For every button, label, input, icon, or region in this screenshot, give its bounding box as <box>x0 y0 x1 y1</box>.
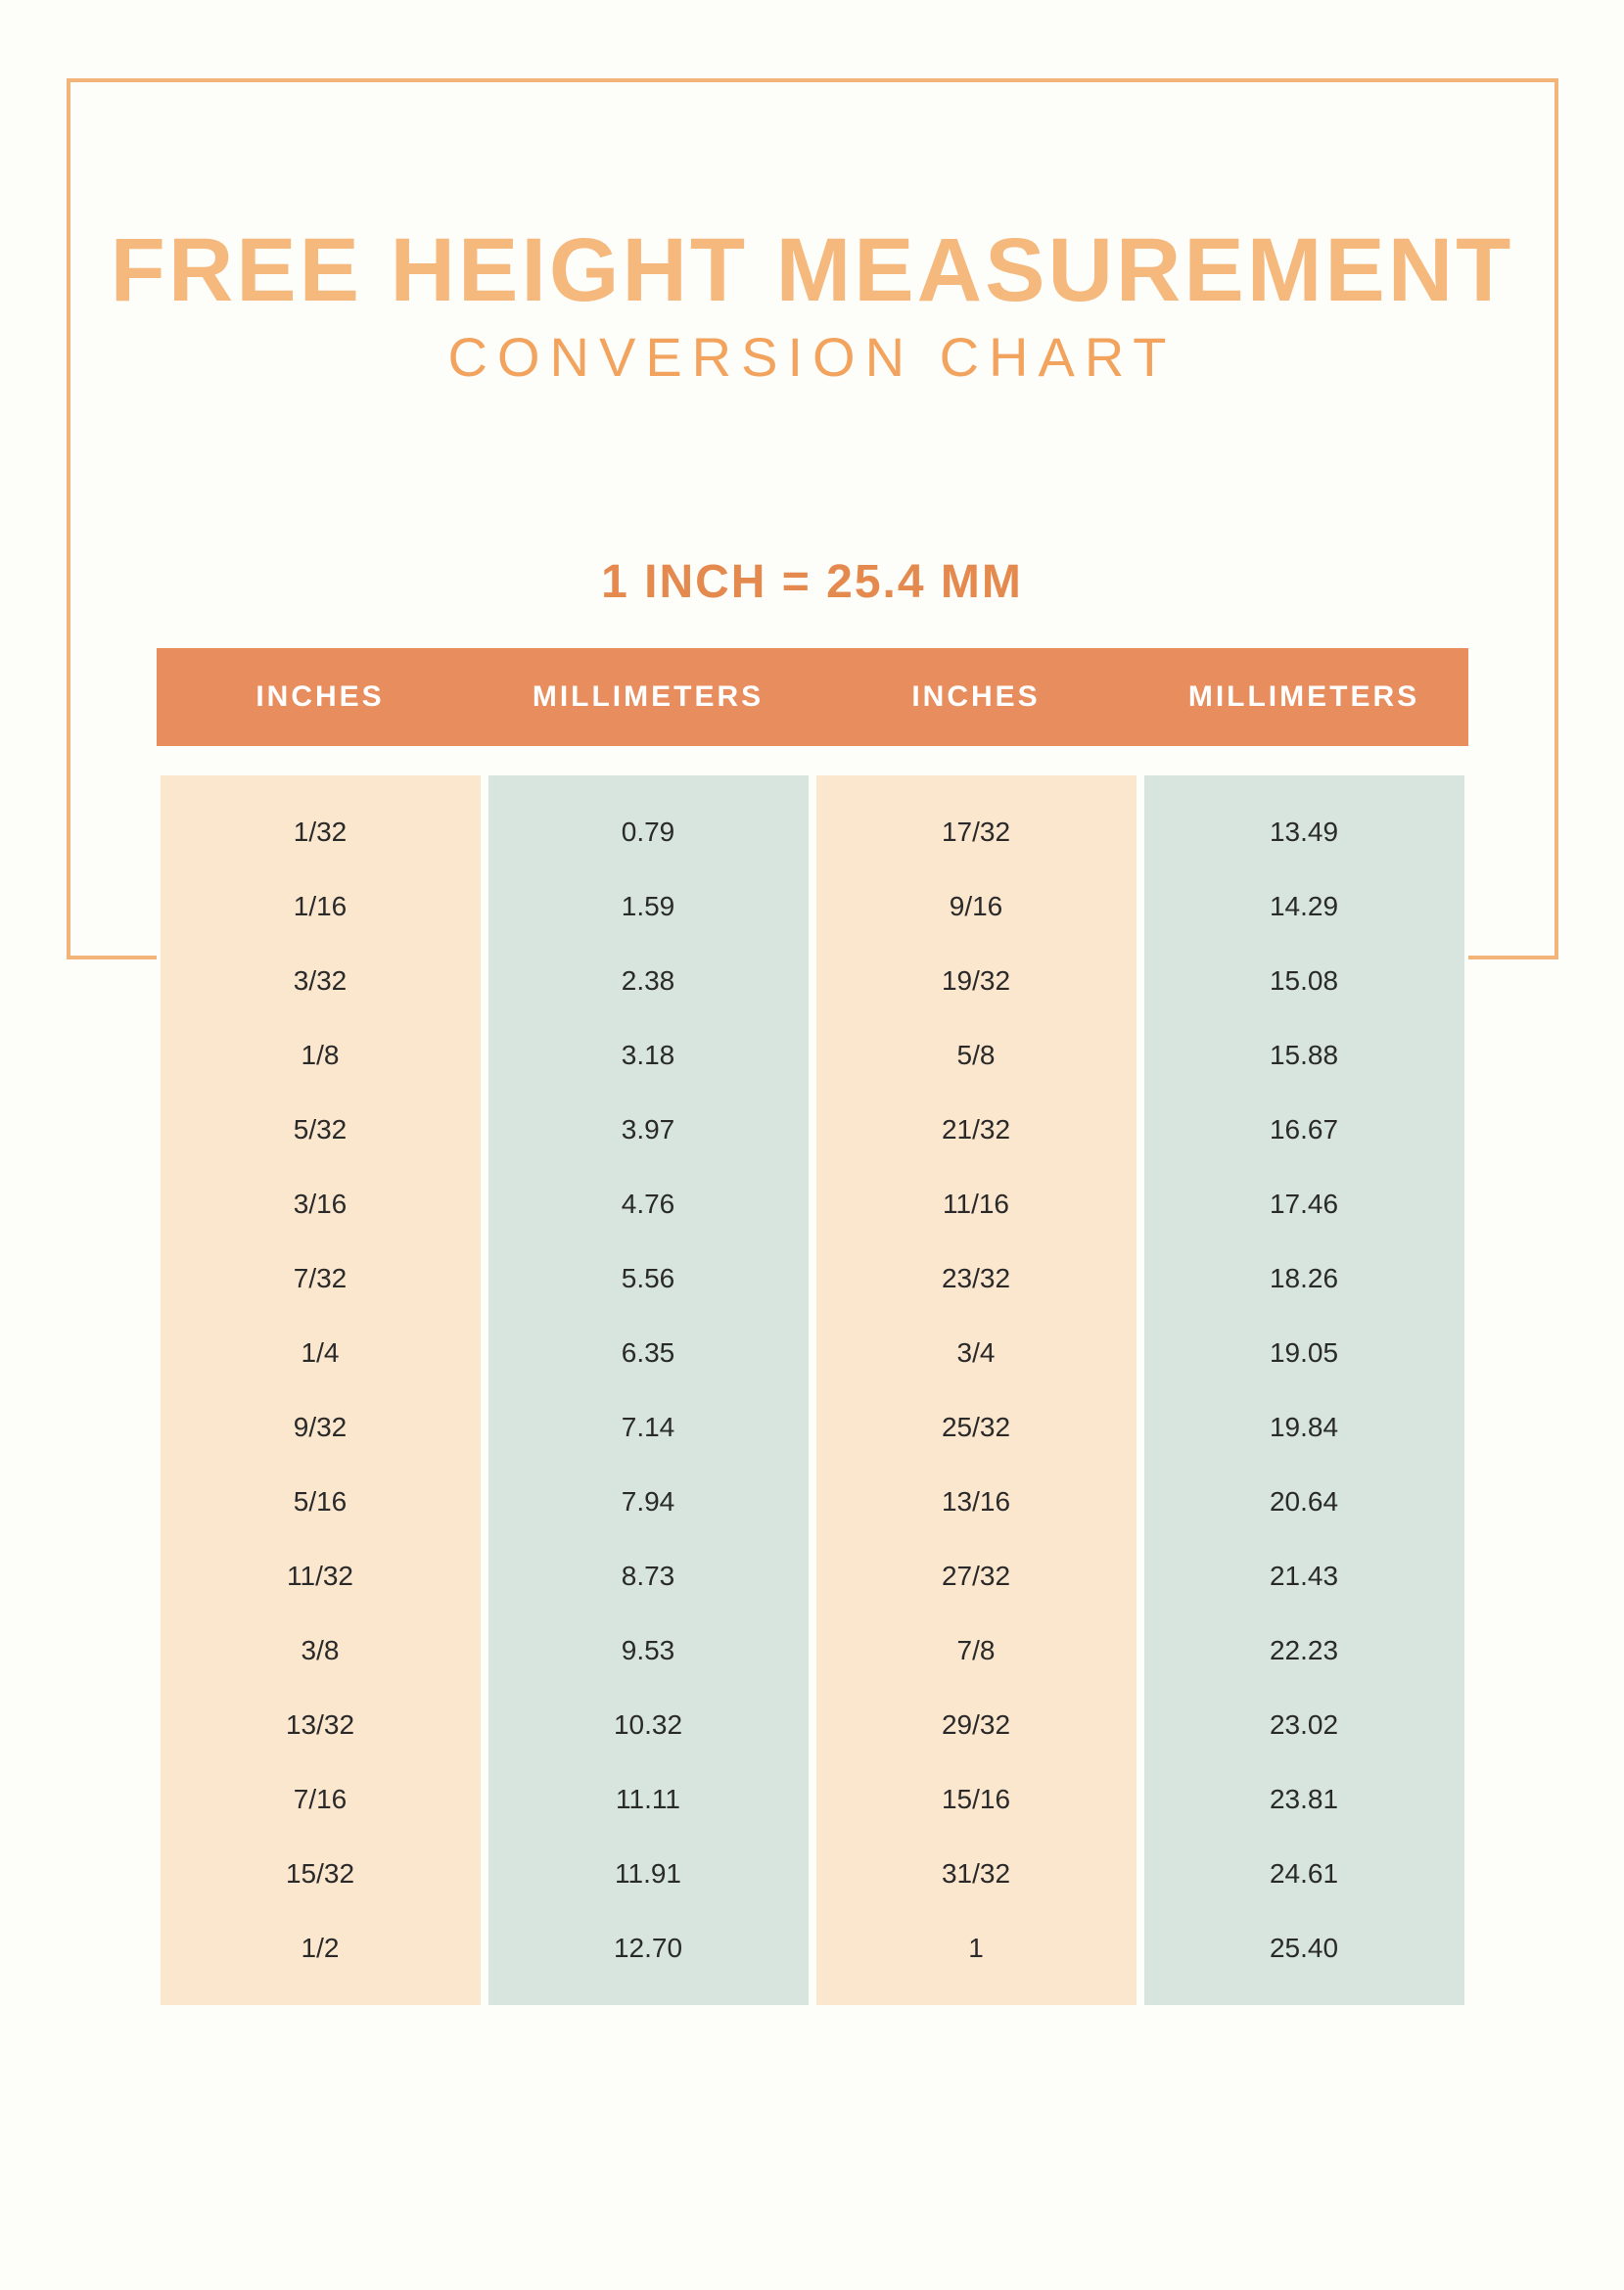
table-cell: 25/32 <box>816 1390 1137 1465</box>
table-cell: 3.18 <box>488 1018 809 1093</box>
table-cell: 21/32 <box>816 1093 1137 1167</box>
table-cell: 0.79 <box>488 795 809 869</box>
table-header-row: INCHES MILLIMETERS INCHES MILLIMETERS <box>157 648 1468 746</box>
table-cell: 18.26 <box>1144 1241 1464 1316</box>
table-cell: 24.61 <box>1144 1837 1464 1911</box>
table-cell: 7/32 <box>161 1241 481 1316</box>
table-cell: 16.67 <box>1144 1093 1464 1167</box>
table-cell: 1/32 <box>161 795 481 869</box>
table-cell: 5.56 <box>488 1241 809 1316</box>
table-cell: 2.38 <box>488 944 809 1018</box>
table-cell: 3/4 <box>816 1316 1137 1390</box>
table-cell: 3/32 <box>161 944 481 1018</box>
table-cell: 7/8 <box>816 1613 1137 1688</box>
table-cell: 17.46 <box>1144 1167 1464 1241</box>
page-title-sub: CONVERSION CHART <box>0 325 1624 389</box>
table-cell: 1/4 <box>161 1316 481 1390</box>
col-header-inches-2: INCHES <box>812 680 1140 714</box>
column-mm-1: 0.791.592.383.183.974.765.566.357.147.94… <box>488 775 809 2005</box>
table-cell: 13/16 <box>816 1465 1137 1539</box>
table-cell: 4.76 <box>488 1167 809 1241</box>
table-cell: 23/32 <box>816 1241 1137 1316</box>
table-cell: 5/8 <box>816 1018 1137 1093</box>
table-cell: 19.84 <box>1144 1390 1464 1465</box>
column-inches-1: 1/321/163/321/85/323/167/321/49/325/1611… <box>161 775 481 2005</box>
table-cell: 1/2 <box>161 1911 481 1986</box>
table-cell: 25.40 <box>1144 1911 1464 1986</box>
table-cell: 15.08 <box>1144 944 1464 1018</box>
col-header-mm-2: MILLIMETERS <box>1140 680 1468 714</box>
table-cell: 10.32 <box>488 1688 809 1762</box>
table-cell: 9/32 <box>161 1390 481 1465</box>
table-cell: 11/32 <box>161 1539 481 1613</box>
table-cell: 7.94 <box>488 1465 809 1539</box>
table-cell: 31/32 <box>816 1837 1137 1911</box>
main-content: FREE HEIGHT MEASUREMENT CONVERSION CHART… <box>0 0 1624 2034</box>
table-body: 1/321/163/321/85/323/167/321/49/325/1611… <box>157 746 1468 2034</box>
table-cell: 19/32 <box>816 944 1137 1018</box>
table-cell: 11.91 <box>488 1837 809 1911</box>
table-cell: 5/32 <box>161 1093 481 1167</box>
table-cell: 22.23 <box>1144 1613 1464 1688</box>
table-cell: 13.49 <box>1144 795 1464 869</box>
table-cell: 21.43 <box>1144 1539 1464 1613</box>
table-cell: 7.14 <box>488 1390 809 1465</box>
column-inches-2: 17/329/1619/325/821/3211/1623/323/425/32… <box>816 775 1137 2005</box>
table-cell: 9.53 <box>488 1613 809 1688</box>
table-cell: 15/16 <box>816 1762 1137 1837</box>
column-mm-2: 13.4914.2915.0815.8816.6717.4618.2619.05… <box>1144 775 1464 2005</box>
table-cell: 11.11 <box>488 1762 809 1837</box>
table-cell: 3.97 <box>488 1093 809 1167</box>
col-header-inches-1: INCHES <box>157 680 485 714</box>
table-cell: 27/32 <box>816 1539 1137 1613</box>
table-cell: 1 <box>816 1911 1137 1986</box>
table-cell: 6.35 <box>488 1316 809 1390</box>
conversion-formula: 1 INCH = 25.4 MM <box>0 555 1624 609</box>
table-cell: 19.05 <box>1144 1316 1464 1390</box>
table-cell: 23.81 <box>1144 1762 1464 1837</box>
table-cell: 9/16 <box>816 869 1137 944</box>
table-cell: 14.29 <box>1144 869 1464 944</box>
table-cell: 3/8 <box>161 1613 481 1688</box>
table-cell: 1.59 <box>488 869 809 944</box>
conversion-table: INCHES MILLIMETERS INCHES MILLIMETERS 1/… <box>157 648 1468 2034</box>
table-cell: 29/32 <box>816 1688 1137 1762</box>
table-cell: 13/32 <box>161 1688 481 1762</box>
table-cell: 5/16 <box>161 1465 481 1539</box>
table-cell: 1/8 <box>161 1018 481 1093</box>
table-cell: 3/16 <box>161 1167 481 1241</box>
table-cell: 20.64 <box>1144 1465 1464 1539</box>
table-cell: 7/16 <box>161 1762 481 1837</box>
table-cell: 23.02 <box>1144 1688 1464 1762</box>
table-cell: 15.88 <box>1144 1018 1464 1093</box>
table-cell: 15/32 <box>161 1837 481 1911</box>
table-cell: 1/16 <box>161 869 481 944</box>
table-cell: 17/32 <box>816 795 1137 869</box>
table-cell: 12.70 <box>488 1911 809 1986</box>
col-header-mm-1: MILLIMETERS <box>485 680 812 714</box>
table-cell: 8.73 <box>488 1539 809 1613</box>
table-cell: 11/16 <box>816 1167 1137 1241</box>
page-title-main: FREE HEIGHT MEASUREMENT <box>0 225 1624 315</box>
